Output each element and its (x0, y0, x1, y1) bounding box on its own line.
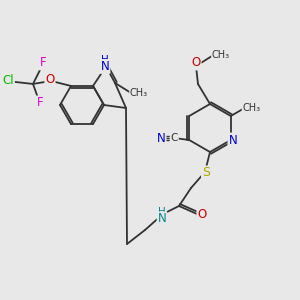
Text: O: O (45, 74, 55, 86)
Text: CH₃: CH₃ (243, 103, 261, 113)
Text: N: N (157, 131, 166, 145)
Text: F: F (37, 96, 43, 110)
Text: N: N (100, 60, 109, 73)
Text: C: C (170, 133, 178, 143)
Text: O: O (191, 56, 201, 70)
Text: CH₃: CH₃ (212, 50, 230, 60)
Text: S: S (202, 167, 210, 179)
Text: N: N (158, 212, 166, 226)
Text: H: H (158, 207, 166, 217)
Text: H: H (101, 56, 109, 65)
Text: CH₃: CH₃ (130, 88, 148, 98)
Text: N: N (228, 134, 237, 146)
Text: O: O (197, 208, 207, 221)
Text: F: F (40, 56, 46, 69)
Text: Cl: Cl (2, 74, 14, 87)
